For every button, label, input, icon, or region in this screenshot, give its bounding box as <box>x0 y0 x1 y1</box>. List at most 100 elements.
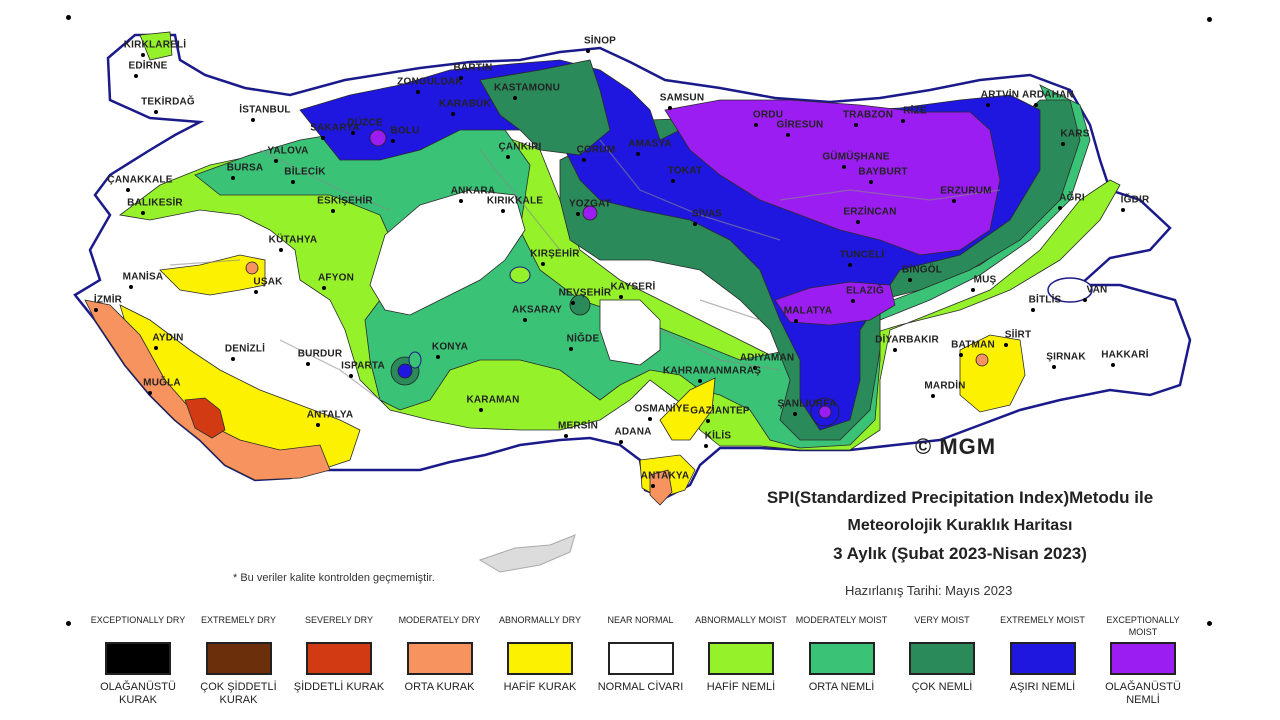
city-marker <box>513 96 517 100</box>
city-marker <box>753 366 757 370</box>
city-label: ISPARTA <box>341 360 385 372</box>
city-marker <box>931 394 935 398</box>
zone-abnormally-dry-osmaniye <box>659 377 716 441</box>
zone-spot-yozgat <box>582 205 598 221</box>
city-label: NİĞDE <box>566 333 600 345</box>
city-marker <box>959 353 963 357</box>
city-label: BİNGÖL <box>901 264 943 276</box>
city-label: SİVAS <box>691 208 723 220</box>
legend-english-label: ABNORMALLY DRY <box>498 615 582 625</box>
city-marker <box>126 188 130 192</box>
legend-turkish-label: NORMAL CİVARI <box>597 681 684 693</box>
city-label: KIRŞEHİR <box>530 248 580 260</box>
lake-beysehir <box>408 351 422 369</box>
zone-abnormally-dry-batman <box>959 334 1026 413</box>
zone-near-normal-south <box>599 299 661 366</box>
zone-moderately-dry-hatay <box>649 469 673 506</box>
lake-tuz <box>509 266 531 284</box>
city-marker <box>651 484 655 488</box>
city-marker <box>331 209 335 213</box>
city-label: ZONGULDAK <box>397 76 463 88</box>
city-marker <box>671 179 675 183</box>
corner-dot-top-left <box>66 15 71 20</box>
city-marker <box>693 222 697 226</box>
city-label: YOZGAT <box>568 198 612 210</box>
city-label: ARTVİN <box>980 89 1020 101</box>
city-label: AKSARAY <box>512 304 562 316</box>
zone-spot-urfa-core <box>818 405 832 419</box>
legend-english-label: SEVERELY DRY <box>304 615 374 625</box>
city-marker <box>154 110 158 114</box>
city-marker <box>582 158 586 162</box>
city-marker <box>349 374 353 378</box>
city-marker <box>706 419 710 423</box>
city-label: ELAZIĞ <box>846 285 884 297</box>
city-marker <box>1031 308 1035 312</box>
legend-color-swatch <box>708 642 774 675</box>
city-marker <box>1111 363 1115 367</box>
city-label: AYDIN <box>152 332 184 344</box>
city-marker <box>1034 103 1038 107</box>
city-label: KONYA <box>431 341 469 353</box>
city-marker <box>842 165 846 169</box>
legend-english-label: MODERATELY MOIST <box>795 615 888 625</box>
city-label: BURDUR <box>297 348 343 360</box>
city-marker <box>322 286 326 290</box>
city-marker <box>274 159 278 163</box>
legend-turkish-label: OLAĞANÜSTÜ KURAK <box>100 681 176 706</box>
city-marker <box>893 348 897 352</box>
legend-item: EXTREMELY DRY ÇOK ŞİDDETLİ KURAK <box>189 614 289 707</box>
city-label: BATMAN <box>951 339 995 351</box>
city-label: ÇANKIRI <box>498 141 542 153</box>
city-label: AĞRI <box>1059 192 1085 204</box>
mgm-logo: © MGM <box>915 434 997 459</box>
city-marker <box>1004 343 1008 347</box>
city-marker <box>1052 365 1056 369</box>
zone-spot-nevsehir <box>569 294 591 316</box>
zone-near-normal-central <box>369 189 526 316</box>
city-label: ADIYAMAN <box>739 352 795 364</box>
legend-turkish-label: HAFİF KURAK <box>503 681 577 693</box>
city-label: ADANA <box>614 426 652 438</box>
zone-kirklareli-moist <box>139 31 173 61</box>
city-marker <box>231 357 235 361</box>
city-label: GİRESUN <box>776 119 824 131</box>
city-marker <box>586 49 590 53</box>
city-label: MARDİN <box>924 380 966 392</box>
city-label: SİİRT <box>1004 329 1032 341</box>
map-title-block: SPI(Standardized Precipitation Index)Met… <box>700 484 1220 568</box>
legend-color-swatch <box>105 642 171 675</box>
city-label: İSTANBUL <box>239 104 291 116</box>
city-label: DİYARBAKIR <box>875 334 939 346</box>
city-marker <box>306 362 310 366</box>
legend-english-label: EXTREMELY DRY <box>200 615 277 625</box>
city-marker <box>786 133 790 137</box>
city-marker <box>451 112 455 116</box>
province-lines <box>169 139 1001 401</box>
legend-item: NEAR NORMAL NORMAL CİVARI <box>591 614 691 694</box>
city-label: İZMİR <box>93 294 123 306</box>
city-label: MUĞLA <box>143 377 181 389</box>
zone-kastamonu-moist <box>479 59 611 156</box>
city-label: MERSİN <box>557 420 599 432</box>
city-marker <box>569 347 573 351</box>
legend-english-label: EXCEPTIONALLY MOIST <box>1106 615 1180 637</box>
city-label: ORDU <box>752 109 784 121</box>
legend-turkish-label: ÇOK NEMLİ <box>911 681 973 693</box>
city-label: KAYSERİ <box>610 281 656 293</box>
city-label: KASTAMONU <box>493 82 561 94</box>
legend-color-swatch <box>1110 642 1176 675</box>
city-label: MALATYA <box>783 305 833 317</box>
city-marker <box>321 136 325 140</box>
city-label: MUŞ <box>973 274 997 286</box>
city-marker <box>279 248 283 252</box>
city-marker <box>986 103 990 107</box>
city-marker <box>141 53 145 57</box>
city-label: ERZURUM <box>940 185 992 197</box>
city-marker <box>94 308 98 312</box>
city-marker <box>436 355 440 359</box>
city-label: KIRIKKALE <box>486 195 544 207</box>
city-marker <box>129 285 133 289</box>
city-marker <box>856 220 860 224</box>
legend-color-swatch <box>205 642 272 675</box>
